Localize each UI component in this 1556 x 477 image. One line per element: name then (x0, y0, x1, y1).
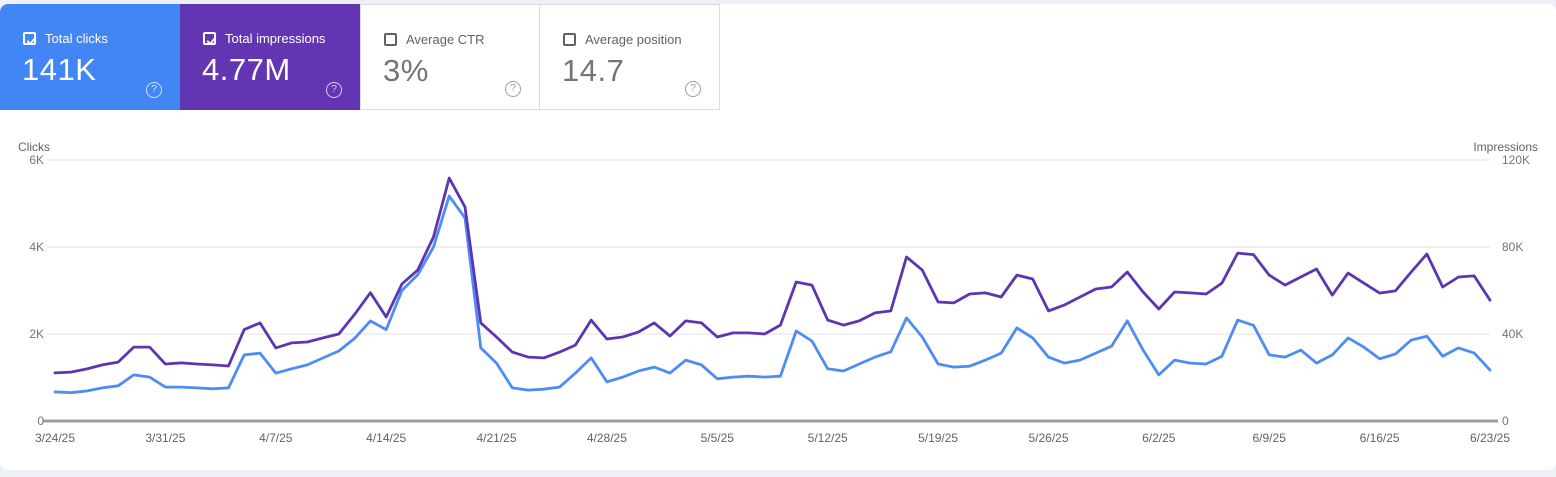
right-axis-tick: 80K (1502, 240, 1524, 254)
total-impressions-checkbox[interactable] (203, 32, 217, 46)
average-position-checkbox[interactable] (563, 33, 576, 46)
x-axis-date-label: 6/23/25 (1469, 431, 1511, 445)
left-axis-tick: 4K (29, 240, 44, 254)
average-position-label: Average position (585, 32, 682, 47)
total-impressions-label: Total impressions (225, 31, 326, 46)
x-axis-date-label: 4/21/25 (476, 431, 517, 445)
right-axis-title: Impressions (1473, 140, 1538, 154)
x-axis-date-label: 6/9/25 (1252, 431, 1286, 445)
left-axis-title: Clicks (18, 140, 50, 154)
left-axis-tick: 0 (37, 414, 44, 428)
average-ctr-card[interactable]: Average CTR 3% ? (360, 4, 540, 110)
total-clicks-label: Total clicks (45, 31, 108, 46)
total-impressions-value: 4.77M (202, 52, 291, 87)
average-position-value: 14.7 (562, 53, 625, 88)
x-axis-date-label: 3/31/25 (145, 431, 186, 445)
clicks-line-series (53, 194, 1492, 395)
x-axis-date-label: 4/28/25 (586, 431, 627, 445)
impressions-line-series (53, 176, 1492, 375)
right-axis-tick: 0 (1502, 414, 1509, 428)
total-impressions-card[interactable]: Total impressions 4.77M ? (180, 4, 360, 110)
x-axis-date-label: 5/26/25 (1028, 431, 1069, 445)
average-ctr-checkbox[interactable] (384, 33, 397, 46)
x-axis-date-label: 6/16/25 (1359, 431, 1400, 445)
average-ctr-value: 3% (383, 53, 429, 88)
average-ctr-label: Average CTR (406, 32, 485, 47)
x-axis-date-label: 3/24/25 (34, 431, 76, 445)
right-axis-tick: 120K (1502, 153, 1531, 167)
total-clicks-card[interactable]: Total clicks 141K ? (0, 4, 180, 110)
x-axis-date-label: 6/2/25 (1142, 431, 1176, 445)
average-ctr-help-icon[interactable]: ? (505, 81, 521, 97)
performance-line-chart[interactable] (0, 4, 1556, 470)
metric-cards-row: Total clicks 141K ? Total impressions 4.… (0, 4, 720, 110)
left-axis-tick: 2K (29, 327, 44, 341)
performance-panel: Clicks Impressions 0 2K 4K 6K 0 40K 80K 120K 3/… (0, 4, 1556, 470)
total-clicks-checkbox[interactable] (23, 32, 37, 46)
total-clicks-value: 141K (22, 52, 97, 87)
x-axis-date-label: 4/7/25 (259, 431, 293, 445)
x-axis-date-label: 4/14/25 (366, 431, 407, 445)
x-axis-date-label: 5/5/25 (700, 431, 734, 445)
average-position-help-icon[interactable]: ? (685, 81, 701, 97)
right-axis-tick: 40K (1502, 327, 1524, 341)
total-impressions-help-icon[interactable]: ? (326, 82, 342, 98)
left-axis-tick: 6K (29, 153, 44, 167)
average-position-card[interactable]: Average position 14.7 ? (540, 4, 720, 110)
total-clicks-help-icon[interactable]: ? (146, 82, 162, 98)
x-axis-date-label: 5/19/25 (918, 431, 959, 445)
x-axis-date-label: 5/12/25 (807, 431, 848, 445)
